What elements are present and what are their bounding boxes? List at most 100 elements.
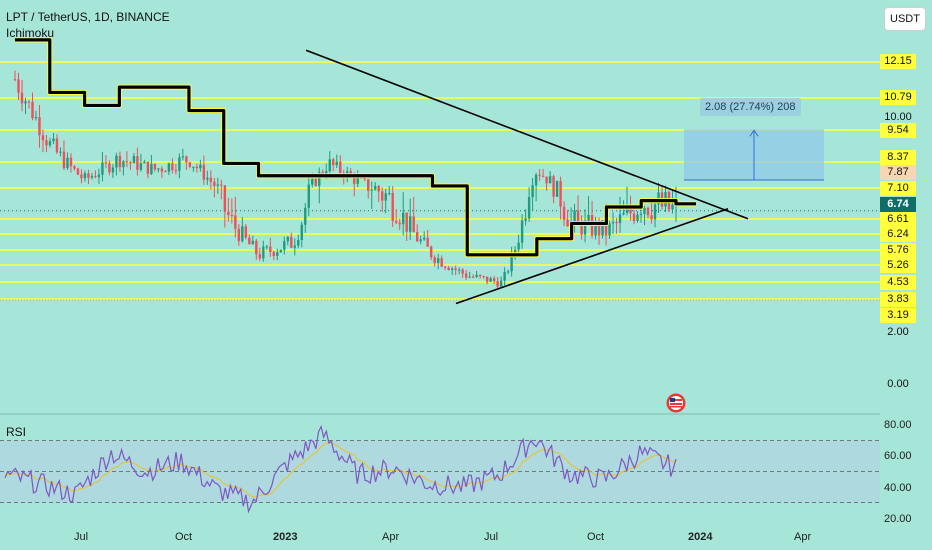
time-axis-label: 2023 (273, 531, 298, 543)
candle-body (555, 180, 559, 197)
candle-body (374, 186, 377, 190)
candle-body (388, 192, 391, 194)
measure-arrow-head (749, 129, 759, 137)
candle-body (440, 258, 443, 267)
candle-body (538, 174, 541, 176)
candle-body (429, 246, 433, 258)
us-flag-icon[interactable] (666, 393, 686, 413)
candle-body (527, 197, 531, 219)
indicator-label[interactable]: Ichimoku (6, 26, 55, 40)
candle-body (195, 166, 199, 169)
candle-body (24, 101, 27, 104)
candle-body (139, 163, 143, 170)
candle-body (167, 163, 171, 172)
candle-body (454, 268, 457, 270)
candle-body (83, 173, 87, 179)
candle-body (181, 156, 185, 158)
candle-body (457, 269, 461, 271)
candle-body (258, 254, 262, 259)
candle-body (199, 164, 202, 169)
rsi-band (0, 440, 880, 503)
candle-body (230, 214, 234, 216)
candle-body (363, 178, 366, 180)
price-axis-label: 10.00 (884, 111, 912, 123)
candle-body (548, 176, 552, 184)
candle-body (188, 162, 192, 167)
candle-body (604, 220, 608, 236)
candle-body (237, 228, 241, 242)
lower-trendline (455, 208, 729, 305)
candle-body (615, 222, 618, 224)
candle-body (45, 140, 48, 146)
candle-body (653, 204, 657, 220)
candle-body (332, 159, 335, 166)
candle-body (206, 177, 209, 180)
candle-body (286, 236, 289, 242)
kijun-line (15, 38, 696, 257)
candle-body (118, 155, 122, 168)
candle-body (234, 215, 237, 229)
candle-body (639, 213, 643, 215)
candle-body (391, 192, 394, 221)
candle-body (262, 246, 265, 259)
candle-body (55, 138, 59, 153)
candle-body (87, 173, 90, 178)
candle-body (59, 151, 62, 153)
candle-body (580, 221, 583, 235)
candle-body (646, 207, 650, 216)
candle-body (265, 246, 269, 248)
time-axis-label: Apr (794, 531, 812, 543)
rsi-axis-label: 80.00 (884, 419, 912, 431)
candle-body (272, 252, 276, 257)
candle-body (468, 276, 471, 278)
candle-body (485, 276, 489, 282)
candle-body (381, 191, 384, 201)
candle-body (104, 162, 108, 164)
currency-button[interactable]: USDT (884, 7, 926, 31)
candle-body (650, 215, 653, 220)
candle-body (202, 164, 206, 180)
price-axis-label: 6.24 (880, 227, 916, 242)
candle-body (618, 214, 622, 224)
rsi-ma-line (4, 442, 677, 498)
candle-body (583, 220, 587, 235)
candle-body (31, 101, 34, 119)
price-axis-label: 3.83 (880, 292, 916, 307)
candle-body (80, 174, 83, 179)
candle-body (356, 177, 359, 184)
candle-body (41, 135, 45, 141)
rsi-line (4, 424, 677, 514)
time-axis-label: 2024 (688, 531, 713, 543)
candle-body (300, 224, 303, 240)
candle-body (304, 207, 307, 225)
candle-body (307, 184, 310, 208)
candle-body (402, 212, 405, 225)
candle-body (34, 117, 38, 119)
candle-body (251, 240, 255, 245)
candle-body (395, 220, 398, 223)
price-axis-label: 3.19 (880, 308, 916, 323)
candle-body (248, 237, 251, 245)
candle-body (157, 168, 160, 170)
candle-body (220, 184, 223, 186)
candle-body (209, 177, 213, 182)
candle-body (520, 220, 524, 243)
candle-body (398, 222, 401, 225)
price-axis-label: 5.26 (880, 258, 916, 273)
time-axis-label: Oct (587, 531, 605, 543)
price-axis-label: 10.79 (880, 90, 916, 105)
candle-body (436, 258, 440, 263)
candle-body (517, 242, 520, 250)
candle-body (489, 278, 492, 282)
candle-body (534, 174, 538, 186)
candle-body (115, 155, 118, 168)
candle-body (601, 220, 604, 236)
price-axis-label: 12.15 (880, 54, 916, 69)
rsi-title[interactable]: RSI (6, 425, 27, 439)
candle-body (293, 245, 296, 248)
candle-body (367, 179, 370, 191)
candle-body (471, 276, 475, 278)
candle-body (13, 79, 17, 81)
candle-body (150, 163, 153, 174)
